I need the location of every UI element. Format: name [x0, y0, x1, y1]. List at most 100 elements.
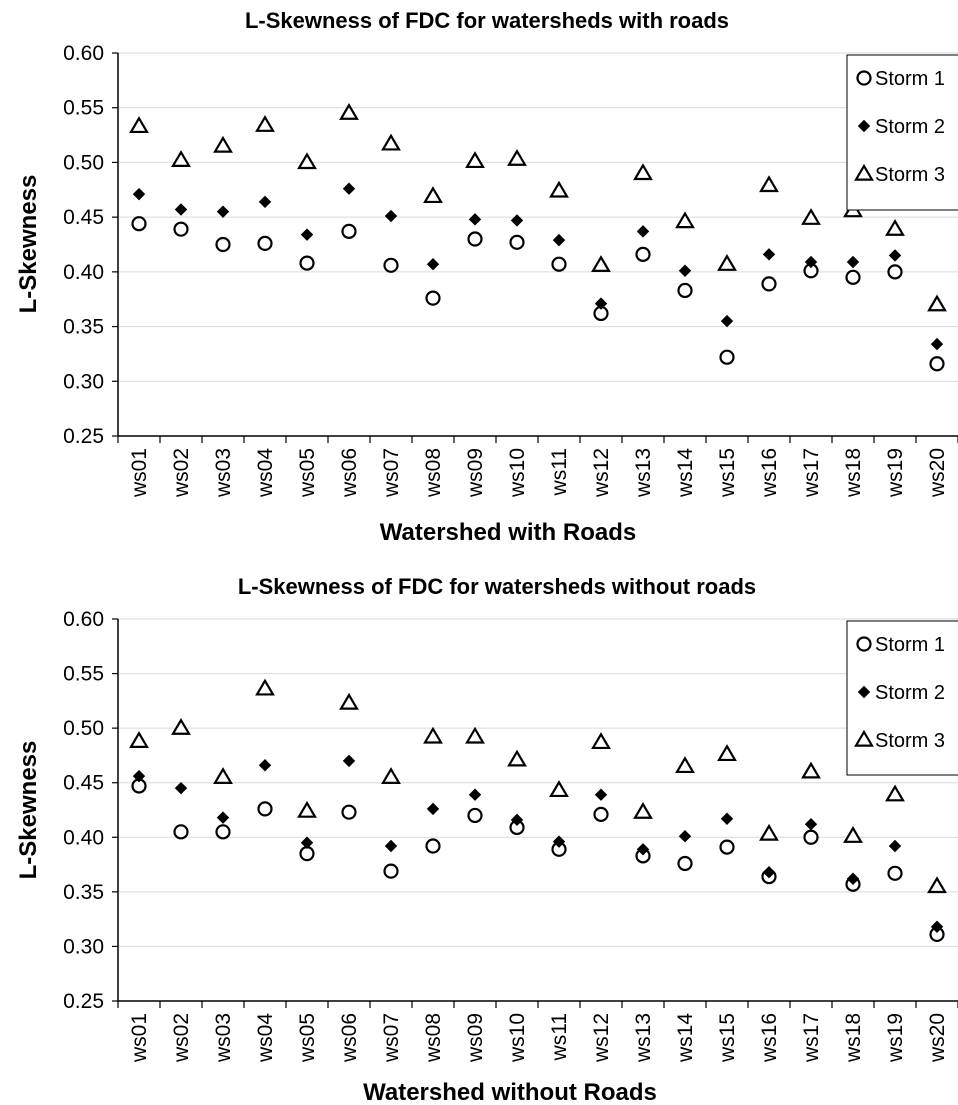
y-tick-label: 0.30: [63, 370, 104, 393]
x-tick-label: ws18: [842, 1013, 865, 1063]
x-tick-label: ws01: [128, 448, 151, 498]
data-point-triangle: [465, 151, 485, 169]
y-tick-labels: 0.25 0.30 0.35 0.40 0.45 0.50 0.55 0.60: [63, 608, 118, 1013]
x-tick-label: ws08: [422, 448, 445, 498]
x-tick-label: ws20: [926, 1013, 949, 1063]
chart-title: L-Skewness of FDC for watersheds without…: [238, 574, 756, 599]
x-tick-label: ws17: [800, 448, 823, 498]
data-point-diamond: [552, 835, 566, 848]
data-point-circle: [887, 865, 903, 881]
legend-marker-triangle: [854, 729, 874, 747]
x-tick-label: ws03: [212, 448, 235, 498]
data-point-diamond: [426, 257, 440, 271]
data-point-circle: [677, 282, 693, 299]
data-point-triangle: [591, 732, 611, 750]
x-tick-label: ws17: [800, 1013, 823, 1063]
data-point-diamond: [720, 314, 734, 328]
data-point-diamond: [342, 754, 356, 768]
x-tick-label: ws09: [464, 1013, 487, 1063]
data-point-diamond: [636, 843, 650, 856]
data-point-triangle: [675, 211, 695, 229]
y-tick-label: 0.45: [63, 772, 104, 795]
data-points: [129, 678, 947, 943]
data-point-circle: [425, 838, 441, 854]
data-point-circle: [719, 349, 735, 365]
x-tick-label: ws15: [716, 448, 739, 498]
legend: Storm 1 Storm 2 Storm 3: [846, 620, 958, 776]
x-tick-labels: ws01 ws02 ws03 ws04 ws05 ws06 ws07 ws08 ws09 ws10…: [117, 436, 958, 498]
y-tick-labels: 0.25 0.30 0.35 0.40 0.45 0.50 0.55 0.60: [63, 42, 118, 448]
data-point-triangle: [213, 767, 233, 784]
data-point-diamond: [594, 297, 608, 310]
data-point-triangle: [801, 208, 821, 225]
legend-marker-diamond: [857, 119, 871, 133]
y-tick-label: 0.55: [63, 663, 104, 686]
x-tick-label: ws13: [632, 448, 655, 498]
data-point-diamond: [216, 205, 230, 218]
data-point-circle: [341, 804, 357, 820]
y-tick-label: 0.40: [63, 826, 104, 849]
legend-label: Storm 1: [875, 68, 945, 90]
data-point-diamond: [132, 187, 146, 201]
data-point-circle: [719, 839, 735, 855]
legend-marker-circle: [856, 636, 872, 652]
data-point-circle: [551, 256, 567, 272]
legend-label: Storm 2: [875, 682, 945, 704]
data-point-triangle: [339, 103, 359, 120]
legend-label: Storm 3: [875, 730, 945, 752]
data-point-diamond: [594, 788, 608, 801]
x-tick-label: ws12: [590, 1013, 613, 1063]
data-point-triangle: [297, 152, 317, 170]
x-tick-label: ws13: [632, 1013, 655, 1063]
y-tick-label: 0.40: [63, 261, 104, 284]
y-axis-title: L-Skewness: [15, 741, 42, 880]
x-tick-label: ws14: [674, 1013, 697, 1063]
data-point-triangle: [423, 726, 443, 744]
data-point-diamond: [300, 836, 314, 849]
data-point-diamond: [468, 213, 482, 226]
data-point-triangle: [591, 255, 611, 272]
x-tick-label: ws19: [884, 448, 907, 498]
chart-title: L-Skewness of FDC for watersheds with ro…: [245, 8, 729, 33]
data-point-diamond: [174, 203, 188, 216]
data-point-triangle: [129, 116, 149, 134]
x-tick-label: ws04: [254, 1013, 277, 1063]
x-tick-label: ws05: [296, 1013, 319, 1063]
x-tick-label: ws18: [842, 448, 865, 498]
data-point-diamond: [762, 248, 776, 261]
grid: [118, 52, 958, 382]
data-point-triangle: [717, 744, 737, 762]
x-tick-label: ws16: [758, 448, 781, 498]
data-point-diamond: [258, 759, 272, 772]
data-point-triangle: [885, 219, 905, 236]
axes: [117, 619, 958, 1002]
data-point-triangle: [423, 186, 443, 204]
data-point-diamond: [678, 829, 692, 843]
data-point-circle: [257, 801, 273, 817]
x-tick-label: ws07: [380, 448, 403, 498]
x-tick-label: ws07: [380, 1013, 403, 1063]
legend-marker-triangle: [854, 163, 874, 181]
y-tick-label: 0.60: [63, 608, 104, 631]
data-point-diamond: [384, 209, 398, 223]
x-tick-label: ws02: [170, 1013, 193, 1063]
data-point-triangle: [927, 294, 947, 312]
data-point-triangle: [843, 826, 863, 843]
data-point-triangle: [675, 756, 695, 774]
x-tick-label: ws04: [254, 448, 277, 498]
data-point-diamond: [300, 228, 314, 241]
data-point-circle: [383, 863, 399, 879]
data-point-diamond: [468, 788, 482, 801]
grid: [118, 618, 958, 947]
x-tick-label: ws10: [506, 1013, 529, 1063]
x-tick-labels: ws01 ws02 ws03 ws04 ws05 ws06 ws07 ws08 ws09 ws10…: [117, 1001, 958, 1063]
data-point-triangle: [633, 163, 653, 181]
data-point-circle: [803, 829, 819, 845]
x-tick-label: ws02: [170, 448, 193, 498]
legend-label: Storm 1: [875, 634, 945, 656]
data-point-circle: [761, 276, 777, 292]
data-point-circle: [257, 235, 273, 252]
data-point-triangle: [213, 135, 233, 153]
chart-with-roads: L-Skewness of FDC for watersheds with ro…: [15, 8, 958, 546]
data-point-diamond: [804, 817, 818, 831]
